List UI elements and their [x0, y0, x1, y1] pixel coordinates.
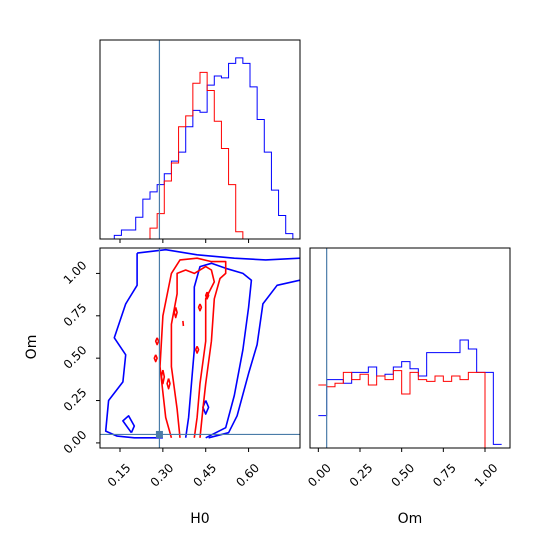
red-contour-line [204, 291, 210, 300]
h0-marginal-panel [99, 39, 301, 243]
h0-x-tick-label: 0.30 [148, 461, 177, 490]
blue-contour-line [184, 262, 253, 439]
h0-x-tick-label: 0.15 [105, 461, 134, 490]
om-y-tick-label: 0.25 [61, 385, 90, 414]
red-contour-line [182, 320, 185, 327]
red-contour-line [154, 337, 160, 346]
red-histogram-series [100, 71, 300, 240]
blue-contour-line [122, 414, 136, 434]
red-histogram-series [318, 370, 502, 449]
om-marginal-x-tick-label: 0.75 [430, 461, 459, 490]
red-contour-line [159, 257, 227, 439]
red-contour-line [170, 265, 216, 438]
om-marginal-x-tick-label: 0.00 [305, 461, 334, 490]
red-contour-line [160, 369, 166, 385]
red-contour-line [173, 307, 178, 319]
red-contour-line [194, 345, 200, 354]
om-marginal-x-tick-label: 0.50 [388, 461, 417, 490]
panel-frame [99, 247, 301, 449]
red-contour-line [166, 378, 171, 390]
blue-contour-line [137, 248, 300, 261]
blue-contour-line [104, 253, 163, 439]
panel-frame [99, 39, 301, 240]
om-axis-label: Om [24, 335, 40, 360]
om-y-tick-label: 1.00 [61, 258, 90, 287]
h0-x-tick-label: 0.45 [190, 461, 219, 490]
h0-axis-label: H0 [190, 511, 209, 527]
om-y-tick-label: 0.75 [61, 301, 90, 330]
red-contour-line [197, 303, 203, 312]
om-y-tick-label: 0.00 [61, 428, 90, 457]
h0-x-tick-label: 0.60 [233, 461, 262, 490]
panel-frame [309, 247, 511, 449]
om-marginal-panel: 0.00 0.25 0.50 0.75 1.00 [305, 247, 511, 490]
om-marginal-axis-label: Om [398, 511, 423, 527]
om-marginal-x-tick-label: 1.00 [472, 461, 501, 490]
blue-contour-line [208, 279, 300, 439]
h0-om-contour-panel: 0.15 0.30 0.45 0.60 0.00 0.25 0.50 0.75 1.00 [61, 247, 301, 490]
contour-area [100, 248, 300, 448]
truth-marker [155, 430, 163, 438]
blue-histogram-series [318, 339, 502, 445]
red-contour-line [153, 354, 158, 363]
blue-histogram-series [100, 57, 300, 240]
om-marginal-x-tick-label: 0.25 [347, 461, 376, 490]
om-y-tick-label: 0.50 [61, 343, 90, 372]
